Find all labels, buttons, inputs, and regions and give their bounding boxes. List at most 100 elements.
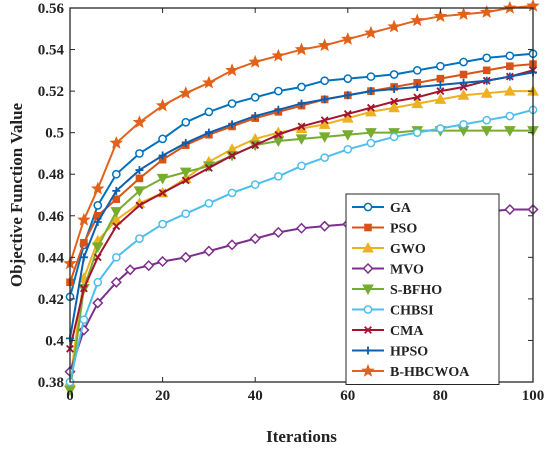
data-point bbox=[248, 54, 262, 68]
data-point bbox=[158, 151, 167, 160]
data-point bbox=[181, 117, 191, 127]
y-tick-label: 0.42 bbox=[38, 292, 64, 308]
data-point bbox=[158, 134, 167, 144]
data-point bbox=[459, 57, 468, 67]
data-point bbox=[505, 111, 515, 121]
legend-item-pso: PSO bbox=[352, 222, 417, 237]
data-point bbox=[228, 151, 236, 160]
data-point bbox=[319, 220, 331, 232]
x-tick-label: 0 bbox=[66, 388, 74, 404]
data-point bbox=[274, 171, 283, 181]
legend-marker bbox=[361, 363, 375, 377]
legend-label: HPSO bbox=[390, 345, 428, 360]
y-tick-label: 0.5 bbox=[45, 126, 64, 142]
data-point bbox=[111, 252, 121, 262]
data-point bbox=[80, 238, 88, 247]
data-point bbox=[294, 42, 309, 56]
data-point bbox=[132, 115, 147, 129]
data-point bbox=[272, 136, 285, 148]
legend-label: GA bbox=[390, 201, 412, 216]
data-point bbox=[135, 149, 144, 158]
data-point bbox=[410, 13, 425, 27]
data-point bbox=[295, 134, 308, 145]
data-point bbox=[434, 93, 447, 104]
data-point bbox=[436, 124, 445, 133]
y-tick-label: 0.48 bbox=[38, 167, 64, 183]
data-point bbox=[505, 51, 515, 61]
data-point bbox=[158, 188, 167, 197]
data-point bbox=[111, 169, 121, 179]
ticks-layer: 0 20 40 60 80 100 0.38 0.4 0.42 0.44 0.46 0.48 0.5 0.… bbox=[38, 1, 545, 404]
data-point bbox=[411, 97, 424, 109]
data-point bbox=[320, 76, 329, 86]
data-point bbox=[109, 135, 124, 149]
data-point bbox=[249, 233, 261, 245]
x-axis-label: Iterations bbox=[266, 427, 337, 446]
data-point bbox=[366, 138, 376, 148]
data-point bbox=[436, 80, 445, 89]
y-tick-label: 0.38 bbox=[38, 375, 64, 391]
data-point bbox=[366, 72, 376, 81]
data-point bbox=[459, 70, 468, 79]
data-point bbox=[459, 83, 468, 91]
legend-marker bbox=[364, 326, 372, 334]
series-line bbox=[69, 69, 534, 349]
data-point bbox=[317, 38, 332, 52]
data-point bbox=[112, 186, 121, 195]
legend-item-gwo: GWO bbox=[352, 241, 426, 257]
data-point bbox=[297, 161, 306, 171]
data-point bbox=[178, 86, 193, 99]
data-point bbox=[204, 164, 213, 172]
legend-item-chbsi: CHBSI bbox=[352, 304, 434, 319]
data-point bbox=[343, 74, 353, 83]
data-point bbox=[93, 253, 102, 262]
data-point bbox=[227, 188, 237, 198]
data-point bbox=[157, 255, 169, 268]
data-point bbox=[110, 213, 123, 225]
data-point bbox=[91, 242, 104, 253]
legend-marker bbox=[362, 284, 374, 296]
y-tick-label: 0.46 bbox=[38, 209, 65, 225]
legend-label: B-HBCWOA bbox=[390, 365, 470, 380]
data-point bbox=[388, 101, 400, 113]
legend-marker bbox=[363, 202, 373, 212]
data-point bbox=[77, 212, 91, 226]
data-point bbox=[436, 61, 445, 71]
data-point bbox=[93, 277, 103, 287]
legend-marker bbox=[364, 223, 372, 232]
legend-label: GWO bbox=[390, 242, 426, 257]
data-point bbox=[366, 87, 375, 96]
legend-item-b-hbcwoa: B-HBCWOA bbox=[352, 363, 470, 380]
legend-label: CMA bbox=[390, 324, 424, 339]
data-point bbox=[180, 251, 192, 263]
data-point bbox=[79, 284, 88, 293]
y-tick-label: 0.54 bbox=[38, 43, 65, 59]
data-point bbox=[133, 186, 146, 197]
data-point bbox=[506, 62, 514, 70]
data-point bbox=[250, 92, 260, 102]
data-point bbox=[203, 245, 215, 257]
data-point bbox=[413, 93, 422, 102]
data-point bbox=[158, 219, 167, 229]
data-point bbox=[143, 260, 155, 272]
data-point bbox=[181, 176, 190, 185]
x-tick-label: 60 bbox=[340, 388, 355, 404]
legend-label: S-BFHO bbox=[390, 283, 442, 298]
data-point bbox=[390, 85, 399, 94]
data-point bbox=[320, 116, 329, 125]
data-point bbox=[341, 130, 354, 141]
data-point bbox=[110, 207, 123, 218]
data-point bbox=[364, 25, 378, 39]
y-axis-label: Objective Function Value bbox=[7, 102, 26, 287]
data-point bbox=[297, 122, 306, 131]
data-point bbox=[479, 5, 494, 18]
series-line bbox=[69, 108, 534, 383]
data-point bbox=[251, 141, 260, 150]
data-point bbox=[181, 139, 190, 148]
data-point bbox=[433, 9, 448, 23]
data-point bbox=[480, 126, 493, 137]
data-point bbox=[112, 195, 121, 203]
data-point bbox=[79, 253, 88, 262]
data-point bbox=[504, 203, 516, 216]
data-point bbox=[480, 87, 493, 98]
